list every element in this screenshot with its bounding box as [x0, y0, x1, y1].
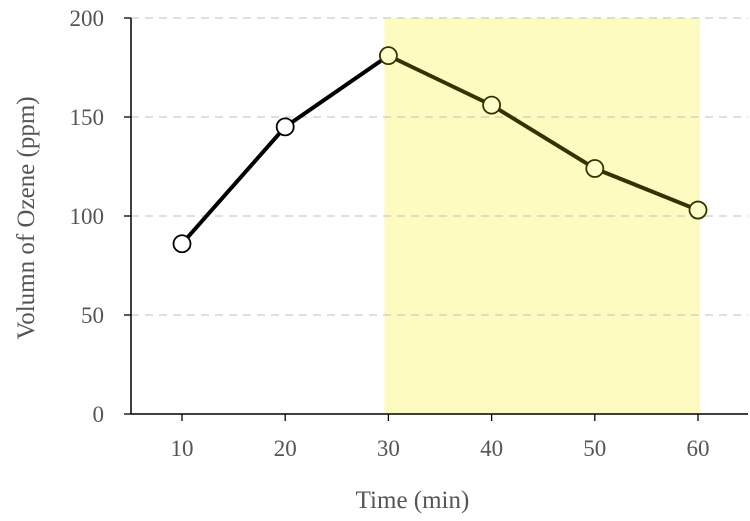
data-point — [378, 46, 398, 66]
x-axis-ticks: 10 20 30 40 50 60 — [171, 414, 710, 461]
line-segment — [386, 53, 494, 108]
y-tick-label: 0 — [93, 402, 105, 427]
line-segment — [592, 166, 700, 213]
y-axis-ticks: 0 50 100 150 200 — [70, 6, 131, 427]
y-tick-label: 50 — [81, 303, 104, 328]
line-segment — [489, 103, 597, 171]
x-axis-title: Time (min) — [356, 487, 470, 514]
x-tick-label: 10 — [171, 436, 194, 461]
data-point — [585, 159, 605, 178]
x-tick-label: 60 — [687, 436, 710, 461]
series-markers — [172, 46, 708, 254]
y-tick-label: 100 — [70, 204, 105, 229]
data-point — [172, 234, 192, 254]
x-tick-label: 30 — [377, 436, 400, 461]
gridlines — [131, 17, 748, 316]
series-lines — [180, 53, 700, 246]
y-tick-label: 150 — [70, 105, 105, 130]
data-point — [275, 117, 295, 137]
line-segment — [180, 124, 288, 246]
y-axis-title: Volumn of Ozene (ppm) — [13, 96, 40, 339]
x-tick-label: 40 — [480, 436, 503, 461]
data-point — [482, 95, 502, 115]
y-tick-label: 200 — [70, 6, 105, 31]
x-tick-label: 20 — [274, 436, 297, 461]
x-tick-label: 50 — [583, 436, 606, 461]
data-point — [688, 200, 708, 220]
line-segment — [283, 53, 391, 129]
